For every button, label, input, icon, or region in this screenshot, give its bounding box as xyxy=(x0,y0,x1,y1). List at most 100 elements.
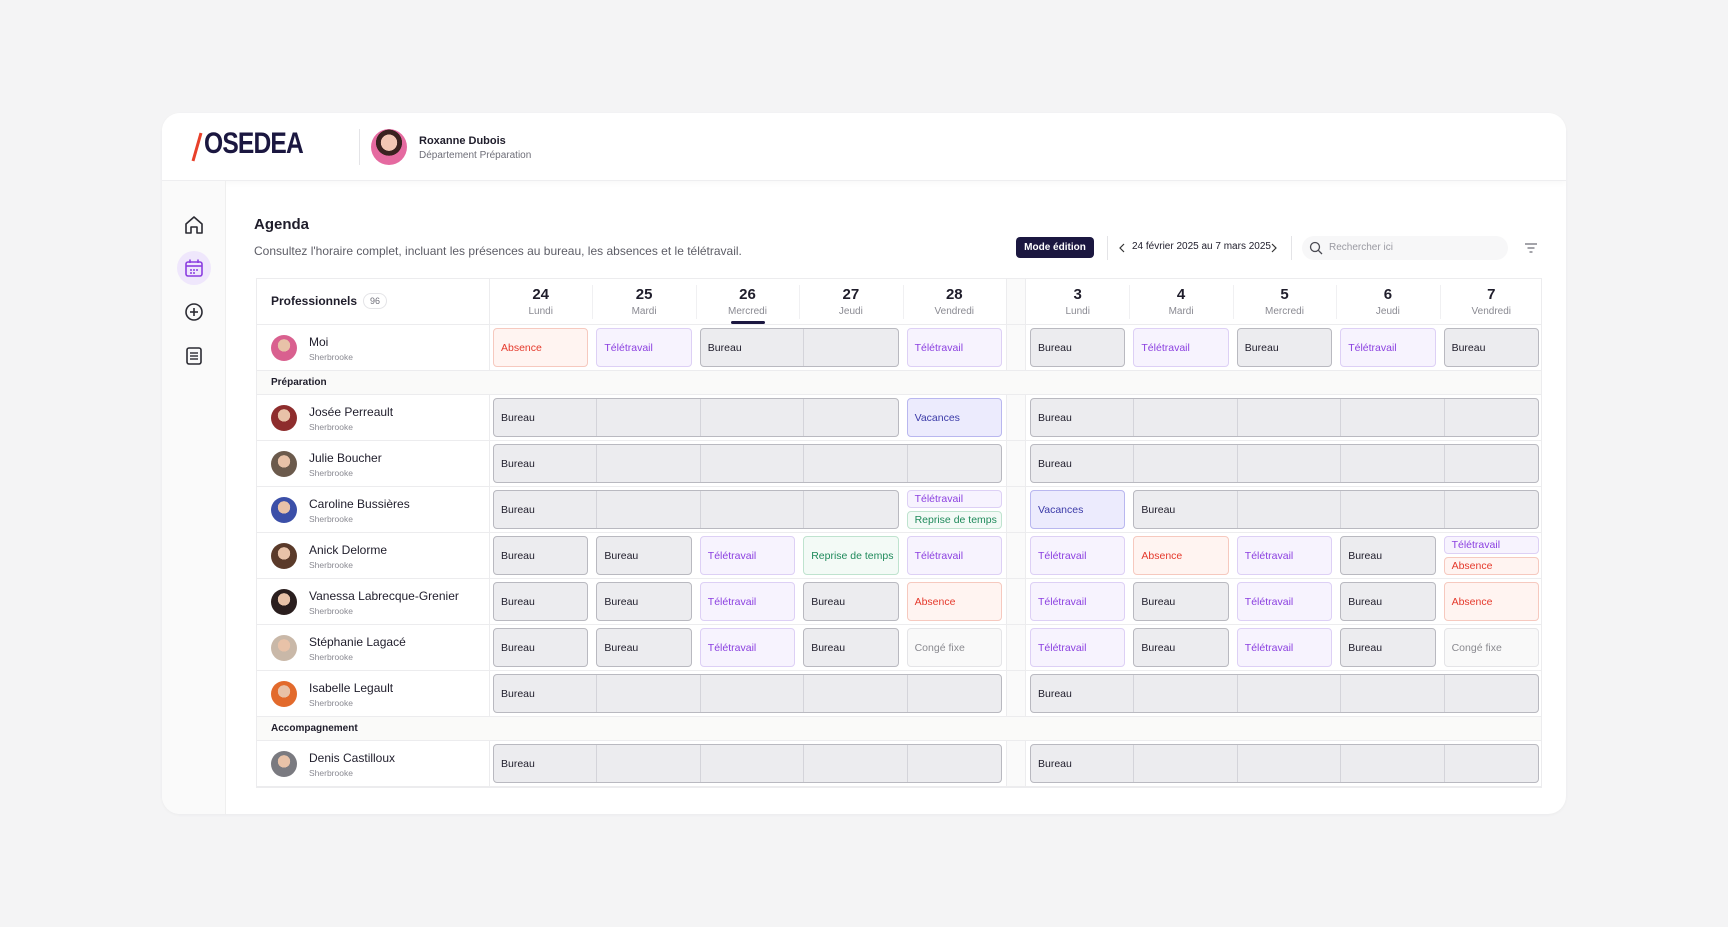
day-number: 6 xyxy=(1383,286,1393,303)
avatar xyxy=(271,589,297,615)
schedule-block: Absence xyxy=(1133,536,1229,575)
row-border xyxy=(257,670,1541,671)
avatar xyxy=(271,681,297,707)
day-separator xyxy=(1133,445,1135,482)
schedule-block: Bureau xyxy=(803,582,899,621)
schedule-block: Bureau xyxy=(1030,674,1539,713)
day-separator xyxy=(695,285,697,319)
day-separator xyxy=(803,329,805,366)
page-description: Consultez l'horaire complet, incluant le… xyxy=(254,244,742,258)
avatar xyxy=(271,751,297,777)
schedule-block: Télétravail xyxy=(1236,582,1333,621)
avatar xyxy=(271,335,297,361)
add-icon[interactable] xyxy=(182,300,206,324)
week-gap xyxy=(1006,279,1026,787)
row-border xyxy=(257,486,1541,487)
day-separator xyxy=(1232,285,1234,319)
schedule-block: Absence xyxy=(1443,557,1539,575)
schedule-block: Bureau xyxy=(1030,444,1539,483)
schedule-block: Bureau xyxy=(1340,628,1436,667)
day-separator xyxy=(592,285,594,319)
schedule-block: Congé fixe xyxy=(1443,628,1539,667)
section-title: Accompagnement xyxy=(271,723,358,734)
day-separator xyxy=(799,285,801,319)
schedule-block: Télétravail xyxy=(906,328,1002,367)
day-separator xyxy=(906,445,908,482)
edit-mode-button[interactable]: Mode édition xyxy=(1016,237,1094,258)
day-separator xyxy=(1340,675,1342,712)
day-separator xyxy=(1340,399,1342,436)
day-name: Jeudi xyxy=(1375,306,1400,317)
prev-arrow[interactable] xyxy=(1118,243,1126,253)
day-separator xyxy=(1236,675,1238,712)
schedule-block: Télétravail xyxy=(906,536,1002,575)
avatar xyxy=(271,635,297,661)
row-border xyxy=(257,370,1541,371)
schedule-block: Télétravail xyxy=(699,628,796,667)
calendar-active-bg xyxy=(177,251,211,285)
day-separator xyxy=(803,675,805,712)
day-name: Mercredi xyxy=(728,306,767,317)
day-name: Jeudi xyxy=(838,306,863,317)
person-location: Sherbrooke xyxy=(309,514,353,524)
avatar xyxy=(271,543,297,569)
day-number: 26 xyxy=(739,286,756,303)
day-separator xyxy=(1133,745,1135,782)
day-separator xyxy=(1443,399,1445,436)
schedule-block: Vacances xyxy=(906,398,1002,437)
avatar xyxy=(271,405,297,431)
calendar-icon[interactable] xyxy=(182,256,206,280)
day-name: Lundi xyxy=(1065,306,1090,317)
person-name: Denis Castilloux xyxy=(309,751,396,765)
row-border xyxy=(257,532,1541,533)
top-bar: OSEDEA Roxanne Dubois Département Prépar… xyxy=(162,113,1566,181)
person-name: Vanessa Labrecque-Grenier xyxy=(309,589,459,603)
schedule-block: Bureau xyxy=(493,490,899,529)
day-separator xyxy=(1236,399,1238,436)
schedule-block: Bureau xyxy=(1133,628,1229,667)
day-separator xyxy=(1443,745,1445,782)
day-separator xyxy=(699,399,701,436)
day-separator xyxy=(1340,491,1342,528)
list-icon[interactable] xyxy=(182,344,206,368)
schedule-block: Télétravail xyxy=(699,582,796,621)
day-separator xyxy=(1336,285,1338,319)
schedule-block: Congé fixe xyxy=(906,628,1002,667)
schedule-block: Bureau xyxy=(1030,398,1539,437)
day-separator xyxy=(1443,675,1445,712)
schedule-block: Reprise de temps xyxy=(906,511,1002,529)
logo: OSEDEA xyxy=(204,127,304,160)
person-name: Josée Perreault xyxy=(309,405,394,419)
day-separator xyxy=(596,491,598,528)
day-number: 7 xyxy=(1487,286,1496,303)
day-separator xyxy=(699,675,701,712)
schedule-block: Télétravail xyxy=(1030,628,1126,667)
sidebar xyxy=(162,181,226,814)
schedule-block: Télétravail xyxy=(1133,328,1229,367)
home-icon[interactable] xyxy=(182,213,206,237)
app-card: OSEDEA Roxanne Dubois Département Prépar… xyxy=(162,113,1566,814)
person-location: Sherbrooke xyxy=(309,698,353,708)
day-number: 27 xyxy=(842,286,860,303)
row-border xyxy=(257,786,1541,787)
person-location: Sherbrooke xyxy=(309,606,353,616)
name-column-divider xyxy=(489,279,490,787)
day-name: Vendredi xyxy=(934,306,975,317)
schedule-block: Bureau xyxy=(493,674,1002,713)
person-location: Sherbrooke xyxy=(309,652,353,662)
day-separator xyxy=(596,745,598,782)
search-box[interactable] xyxy=(1302,236,1508,260)
user-name: Roxanne Dubois xyxy=(419,135,506,147)
schedule-block: Bureau xyxy=(1030,328,1126,367)
filter-icon[interactable] xyxy=(1524,241,1538,255)
day-separator xyxy=(1236,745,1238,782)
person-location: Sherbrooke xyxy=(309,352,353,362)
person-name: Moi xyxy=(309,335,329,349)
schedule-block: Télétravail xyxy=(1030,582,1126,621)
row-border xyxy=(257,578,1541,579)
next-arrow[interactable] xyxy=(1270,243,1278,253)
schedule-block: Bureau xyxy=(493,744,1002,783)
person-location: Sherbrooke xyxy=(309,768,353,778)
schedule-block: Télétravail xyxy=(1030,536,1126,575)
day-number: 3 xyxy=(1073,286,1082,303)
